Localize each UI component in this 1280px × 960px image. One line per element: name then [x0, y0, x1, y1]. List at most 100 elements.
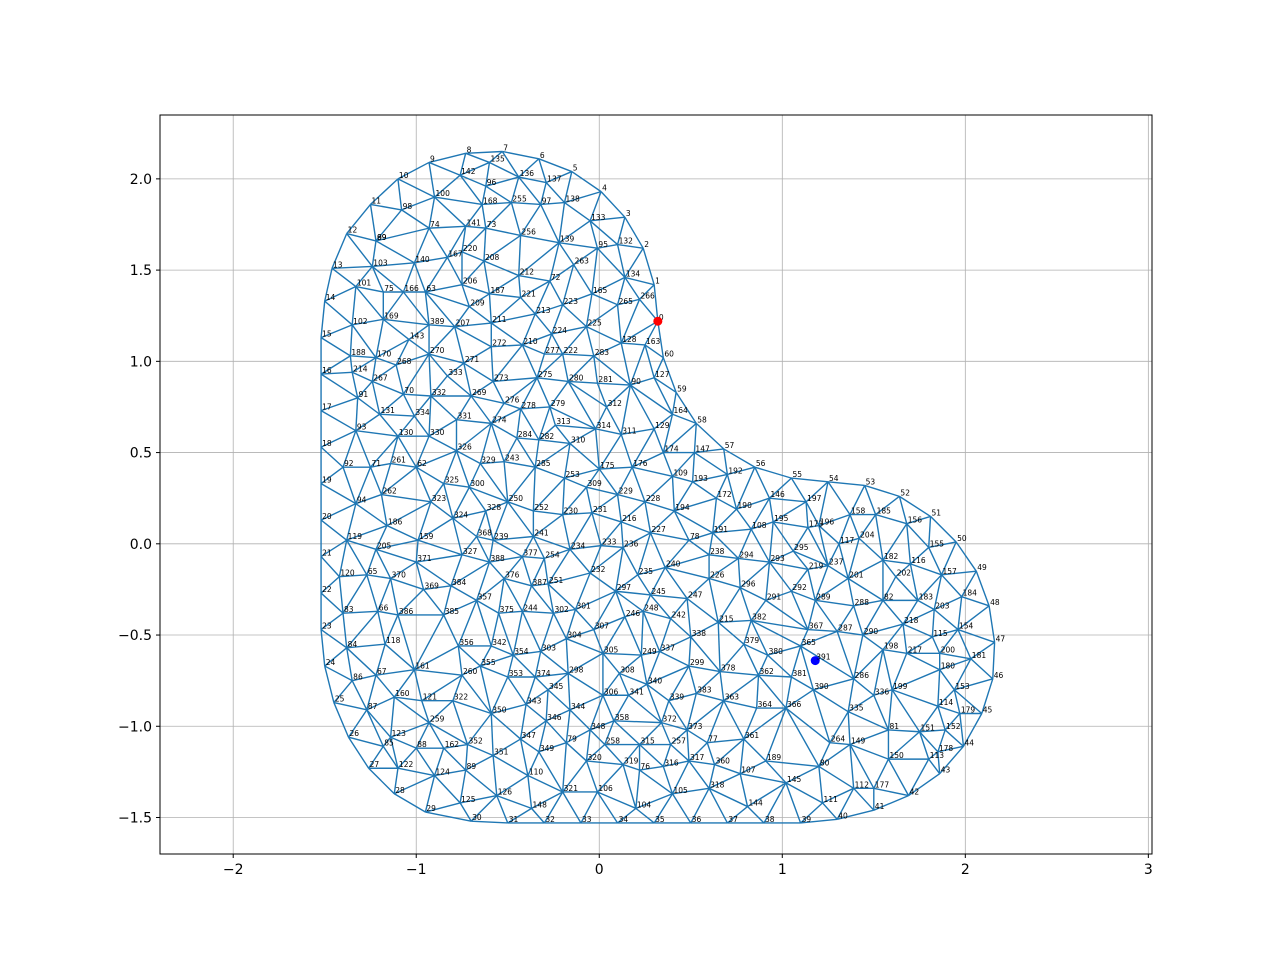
mesh-edge — [527, 774, 563, 793]
mesh-edge — [475, 561, 491, 601]
node-label: 351 — [494, 747, 509, 756]
mesh-edge — [708, 532, 714, 555]
node-label: 58 — [697, 415, 707, 424]
node-label: 123 — [392, 729, 407, 738]
mesh-edge — [822, 787, 854, 804]
node-label: 345 — [549, 682, 564, 691]
mesh-edge — [320, 612, 344, 631]
mesh-edge — [586, 326, 622, 344]
mesh-edge — [618, 673, 630, 696]
mesh-edge — [660, 700, 670, 723]
node-label: 205 — [377, 541, 392, 550]
node-label: 49 — [977, 563, 987, 572]
mesh-edge — [490, 402, 505, 424]
node-label: 346 — [547, 713, 562, 722]
node-label: 114 — [939, 698, 954, 707]
mesh-edge — [369, 466, 383, 495]
node-label: 148 — [533, 800, 548, 809]
node-label: 80 — [820, 758, 830, 767]
node-label: 70 — [404, 386, 414, 395]
mesh-edge — [847, 678, 855, 712]
mesh-edge — [957, 596, 963, 630]
mesh-edge — [621, 428, 655, 436]
mesh-edge — [862, 634, 884, 651]
mesh-edge — [970, 641, 995, 660]
mesh-edge — [928, 751, 939, 760]
mesh-edge — [540, 182, 547, 205]
node-label: 90 — [631, 377, 641, 386]
mesh-edge — [521, 611, 542, 652]
node-label: 165 — [593, 286, 608, 295]
mesh-edge — [589, 545, 602, 574]
mesh-edge — [324, 268, 333, 302]
mesh-edge — [561, 514, 571, 550]
mesh-edge — [415, 747, 436, 776]
mesh-edge — [567, 673, 571, 710]
mesh-edge — [454, 322, 492, 328]
mesh-edge — [379, 393, 404, 415]
mesh-edge — [895, 563, 911, 578]
mesh-edge — [646, 684, 663, 723]
node-label: 240 — [666, 560, 681, 569]
node-label: 158 — [851, 507, 866, 516]
mesh-edge — [853, 787, 875, 811]
mesh-edge — [366, 709, 384, 747]
mesh-edge — [673, 510, 690, 541]
mesh-edge — [858, 537, 884, 561]
mesh-edge — [743, 707, 787, 740]
mesh-edge — [371, 381, 381, 415]
mesh-edge — [459, 802, 472, 822]
node-label: 110 — [529, 768, 544, 777]
mesh-edge — [433, 747, 445, 776]
node-label: 389 — [430, 317, 445, 326]
node-label: 288 — [855, 598, 870, 607]
mesh-edge — [642, 248, 655, 285]
mesh-edge — [664, 566, 710, 580]
mesh-edge — [768, 521, 774, 563]
node-label: 102 — [353, 317, 368, 326]
mesh-edge — [562, 304, 587, 328]
node-label: 87 — [368, 702, 378, 711]
mesh-edge — [479, 463, 509, 503]
mesh-edge — [485, 162, 491, 187]
mesh-edge — [637, 574, 652, 596]
mesh-edge — [465, 754, 494, 771]
mesh-edge — [940, 541, 957, 576]
mesh-edge — [717, 587, 741, 623]
mesh-edge — [602, 652, 620, 674]
node-label: 131 — [381, 406, 396, 415]
mesh-edge — [320, 337, 351, 357]
node-label: 85 — [384, 738, 394, 747]
mesh-edge — [561, 264, 575, 305]
node-label: 306 — [604, 687, 619, 696]
mesh-edge — [520, 280, 551, 299]
node-label: 27 — [370, 760, 380, 769]
mesh-edge — [863, 485, 877, 515]
mesh-edge — [355, 493, 382, 505]
mesh-edge — [637, 532, 652, 576]
mesh-edge — [772, 501, 807, 523]
mesh-edge — [615, 590, 651, 596]
mesh-edge — [490, 612, 500, 647]
mesh-edge — [591, 493, 618, 514]
mesh-edge — [490, 712, 522, 740]
mesh-edge — [562, 760, 588, 793]
mesh-edge — [750, 599, 767, 621]
node-label: 184 — [963, 589, 978, 598]
mesh-edge — [534, 313, 553, 335]
mesh-edge — [754, 466, 792, 479]
mesh-edge — [751, 619, 809, 631]
mesh-edge — [653, 793, 674, 824]
node-label: 300 — [470, 479, 485, 488]
mesh-edge — [375, 548, 417, 563]
mesh-edge — [616, 304, 622, 344]
mesh-edge — [639, 765, 664, 771]
mesh-edge — [849, 743, 889, 760]
mesh-edge — [882, 623, 904, 651]
mesh-edge — [591, 512, 602, 546]
mesh-edge — [371, 357, 377, 382]
node-label: 113 — [930, 751, 945, 760]
mesh-edge — [567, 652, 604, 674]
mesh-edge — [585, 326, 595, 357]
node-label: 297 — [617, 583, 632, 592]
